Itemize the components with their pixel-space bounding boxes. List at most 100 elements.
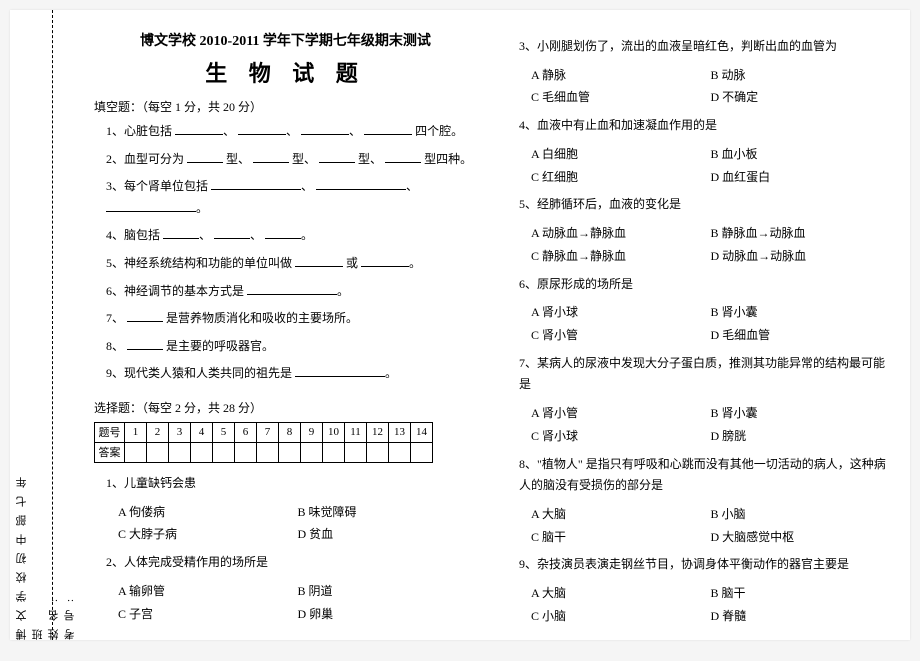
choice-c: C 红细胞 [531,166,711,189]
choice-b: B 小脑 [711,503,891,526]
blank [385,151,421,163]
choice-d: D 贫血 [298,523,478,546]
choice-a: A 大脑 [531,503,711,526]
choice-d: D 血红蛋白 [711,166,891,189]
choice-a: A 大脑 [531,582,711,605]
choice-c: C 小脑 [531,605,711,628]
table-row: 题号 1 2 3 4 5 6 7 8 9 10 11 12 13 14 [95,422,433,442]
right-column: 3、小刚腿划伤了，流出的血液呈暗红色，判断出血的血管为 A 静脉 B 动脉 C … [497,10,910,640]
school-title: 博文学校 2010-2011 学年下学期七年级期末测试 [94,30,477,50]
choice-b: B 阴道 [298,580,478,603]
th-number: 题号 [95,422,125,442]
mc-q9-choices: A 大脑 B 脑干 C 小脑 D 脊髓 [531,582,890,628]
choice-b: B 血小板 [711,143,891,166]
mc-q6-choices: A 肾小球 B 肾小囊 C 肾小管 D 毛细血管 [531,301,890,347]
choice-d: D 膀胱 [711,425,891,448]
fill-q6: 6、神经调节的基本方式是 。 [106,281,477,303]
q2-suffix: 型四种。 [424,152,472,166]
binding-dash-line [52,10,53,640]
choice-d: D 动脉血→动脉血 [711,245,891,268]
choice-b: B 肾小囊 [711,301,891,324]
fill-q9: 9、现代类人猿和人类共同的祖先是 。 [106,363,477,385]
blank [127,310,163,322]
choice-d: D 卵巢 [298,603,478,626]
choice-a: A 动脉血→静脉血 [531,222,711,245]
blank [319,151,355,163]
mc-q2-choices: A 输卵管 B 阴道 C 子宫 D 卵巢 [118,580,477,626]
fill-q2: 2、血型可分为 型、 型、 型、 型四种。 [106,149,477,171]
mc-q4-choices: A 白细胞 B 血小板 C 红细胞 D 血红蛋白 [531,143,890,189]
blank [265,227,301,239]
table-row: 答案 [95,442,433,462]
fill-q4: 4、脑包括 、 、 。 [106,225,477,247]
blank [295,365,385,377]
choice-b: B 肾小囊 [711,402,891,425]
fill-q5: 5、神经系统结构和功能的单位叫做 或 。 [106,253,477,275]
mc-q8: 8、"植物人" 是指只有呼吸和心跳而没有其他一切活动的病人，这种病人的脑没有受损… [519,454,890,497]
binding-label-school: 博文学校初中部七年 [14,10,30,640]
choice-d: D 脊髓 [711,605,891,628]
binding-label-name: 姓名: [46,10,62,640]
choice-d: D 毛细血管 [711,324,891,347]
choice-c: C 静脉血→静脉血 [531,245,711,268]
blank [301,123,349,135]
binding-margin: 博文学校初中部七年 班 姓名: 考号: [10,10,70,640]
choice-c: C 肾小球 [531,425,711,448]
blank [175,123,223,135]
choice-a: A 肾小管 [531,402,711,425]
mc-q9: 9、杂技演员表演走钢丝节目，协调身体平衡动作的器官主要是 [519,554,890,576]
choice-d: D 不确定 [711,86,891,109]
choice-b: B 动脉 [711,64,891,87]
choice-b: B 静脉血→动脉血 [711,222,891,245]
choice-c: C 子宫 [118,603,298,626]
mc-q1-choices: A 佝偻病 B 味觉障碍 C 大脖子病 D 贫血 [118,501,477,547]
fill-q8: 8、 是主要的呼吸器官。 [106,336,477,358]
mc-q3-choices: A 静脉 B 动脉 C 毛细血管 D 不确定 [531,64,890,110]
choice-a: A 佝偻病 [118,501,298,524]
mc-q6: 6、原尿形成的场所是 [519,274,890,296]
mc-q2: 2、人体完成受精作用的场所是 [106,552,477,574]
choice-c: C 大脖子病 [118,523,298,546]
choice-a: A 输卵管 [118,580,298,603]
th-answer: 答案 [95,442,125,462]
blank [163,227,199,239]
mc-q7: 7、某病人的尿液中发现大分子蛋白质，推测其功能异常的结构最可能是 [519,353,890,396]
blank [253,151,289,163]
q2-prefix: 2、血型可分为 [106,152,184,166]
choice-c: C 肾小管 [531,324,711,347]
blank [106,200,196,212]
left-column: 博文学校 2010-2011 学年下学期七年级期末测试 生 物 试 题 填空题：… [70,10,497,640]
choice-d: D 大脑感觉中枢 [711,526,891,549]
choice-b: B 脑干 [711,582,891,605]
blank [187,151,223,163]
q1-suffix: 四个腔。 [415,124,463,138]
choice-b: B 味觉障碍 [298,501,478,524]
blank [238,123,286,135]
blank [316,178,406,190]
choice-heading: 选择题：（每空 2 分，共 28 分） [94,399,477,416]
fill-q1: 1、心脏包括 、 、 、 四个腔。 [106,121,477,143]
choice-a: A 静脉 [531,64,711,87]
binding-label-class: 班 [30,10,46,640]
choice-a: A 白细胞 [531,143,711,166]
blank [364,123,412,135]
subject-title: 生 物 试 题 [94,56,477,88]
q1-prefix: 1、心脏包括 [106,124,172,138]
fill-heading: 填空题：（每空 1 分，共 20 分） [94,98,477,115]
mc-q3: 3、小刚腿划伤了，流出的血液呈暗红色，判断出血的血管为 [519,36,890,58]
blank [127,338,163,350]
choice-a: A 肾小球 [531,301,711,324]
mc-q5-choices: A 动脉血→静脉血 B 静脉血→动脉血 C 静脉血→静脉血 D 动脉血→动脉血 [531,222,890,268]
choice-c: C 脑干 [531,526,711,549]
blank [247,283,337,295]
mc-q7-choices: A 肾小管 B 肾小囊 C 肾小球 D 膀胱 [531,402,890,448]
mc-q4: 4、血液中有止血和加速凝血作用的是 [519,115,890,137]
mc-q1: 1、儿童缺钙会患 [106,473,477,495]
answer-table: 题号 1 2 3 4 5 6 7 8 9 10 11 12 13 14 答案 [94,422,433,463]
blank [214,227,250,239]
blank [211,178,301,190]
blank [361,255,409,267]
blank [295,255,343,267]
fill-q3: 3、每个肾单位包括 、 、 。 [106,176,477,219]
mc-q8-choices: A 大脑 B 小脑 C 脑干 D 大脑感觉中枢 [531,503,890,549]
